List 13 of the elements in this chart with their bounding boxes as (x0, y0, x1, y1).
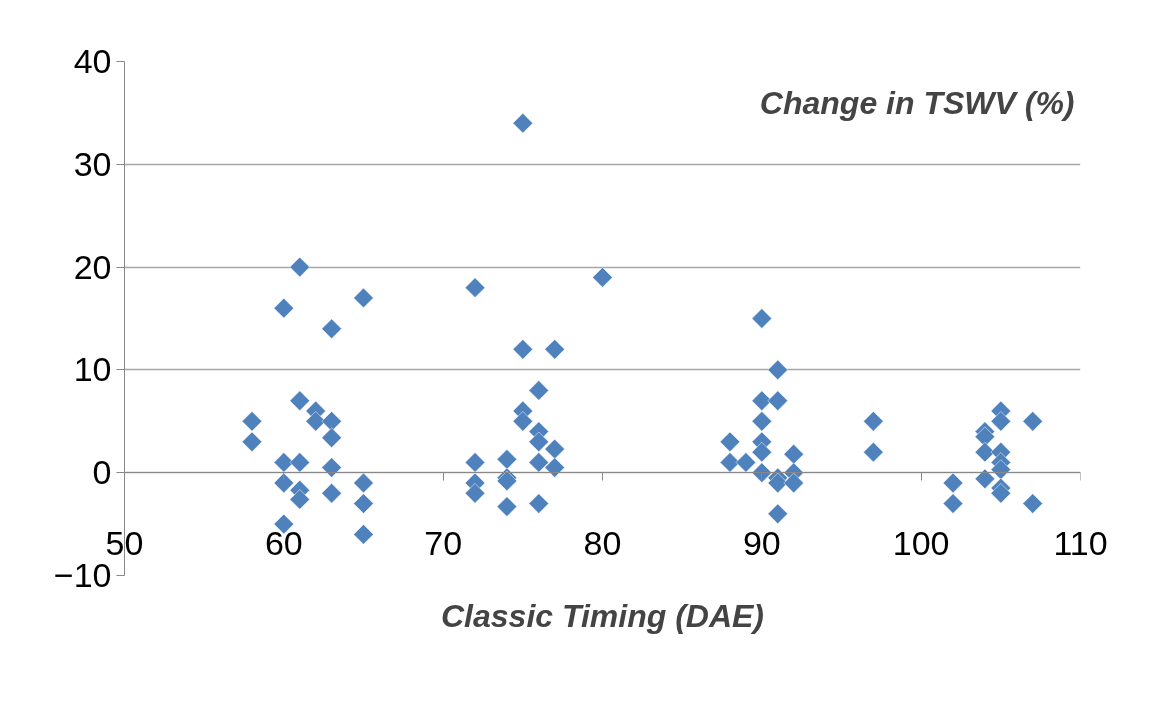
x-tick-label: 90 (742, 523, 781, 562)
y-tick-label: 40 (73, 42, 112, 80)
x-axis-title: Classic Timing (DAE) (440, 597, 765, 634)
y-tick-label: 30 (73, 144, 112, 183)
y-tick-label: 20 (73, 247, 112, 286)
x-tick-label: 100 (892, 523, 950, 562)
x-tick-label: 80 (583, 523, 622, 562)
y-tick-label: 0 (92, 453, 112, 492)
y-tick-label: 10 (73, 350, 112, 389)
x-tick-label: 70 (424, 523, 463, 562)
x-tick-label: 60 (264, 523, 303, 562)
y-axis-title: Change in TSWV (%) (759, 84, 1075, 121)
x-tick-label: 110 (1053, 523, 1108, 562)
